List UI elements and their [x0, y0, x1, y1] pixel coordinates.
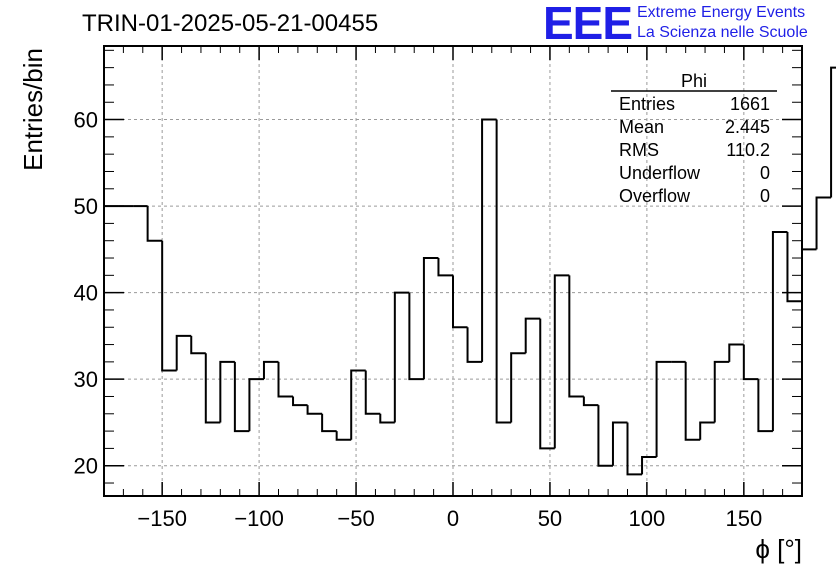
y-tick-label: 50 [74, 194, 98, 219]
histogram-bin [757, 379, 773, 433]
histogram-bin [393, 291, 410, 423]
x-tick-label: 150 [725, 506, 762, 531]
stats-row-label: Underflow [619, 163, 701, 183]
logo-letters: EEE [543, 0, 633, 49]
histogram-bin [161, 240, 177, 372]
histogram-bin [306, 405, 323, 415]
logo-line2: La Scienza nelle Scuole [637, 24, 808, 41]
histogram-bin [786, 232, 802, 303]
histogram-bin [742, 344, 759, 381]
histogram-bin [611, 421, 628, 466]
stats-row-value: 0 [760, 163, 770, 183]
x-tick-label: 0 [447, 506, 459, 531]
histogram-bin [204, 353, 221, 424]
histogram-bin [582, 396, 599, 407]
histogram-bin [801, 248, 817, 302]
histogram-bin [510, 352, 526, 423]
stats-row-value: 1661 [730, 94, 770, 114]
histogram-bin [713, 360, 730, 423]
y-tick-label: 30 [74, 367, 98, 392]
histogram-bin [437, 258, 453, 277]
histogram-bin [466, 327, 483, 363]
plot-title: TRIN-01-2025-05-21-00455 [82, 10, 379, 37]
axis-ticks: −150 −100 −50 0 50 100 150 20 30 40 50 60 [74, 46, 802, 531]
histogram-bin [481, 118, 497, 362]
y-tick-label: 60 [74, 108, 98, 133]
stats-row-label: Mean [619, 117, 664, 137]
stats-box: Phi Entries 1661 Mean 2.445 RMS 110.2 Underflow… [611, 71, 777, 206]
x-tick-label: −100 [234, 506, 284, 531]
histogram-bin [219, 360, 235, 423]
stats-row-label: Overflow [619, 186, 691, 206]
stats-row-value: 110.2 [726, 140, 770, 160]
histogram-bin [248, 378, 264, 432]
histogram-bin [699, 421, 715, 440]
histogram-bin [321, 413, 337, 433]
histogram-bin [495, 119, 512, 424]
stats-title: Phi [681, 71, 707, 91]
histogram-bin [452, 275, 468, 329]
histogram-bin [233, 361, 250, 433]
stats-row-label: Entries [619, 94, 675, 114]
x-axis-label: ϕ [°] [755, 534, 802, 564]
histogram-bin [277, 361, 294, 398]
histogram-bin [146, 206, 163, 242]
x-tick-label: −50 [337, 506, 374, 531]
histogram-bin [684, 361, 701, 441]
histogram-bin [597, 405, 613, 467]
histogram-bin [350, 369, 366, 440]
y-tick-label: 40 [74, 281, 98, 306]
y-axis-label: Entries/bin [18, 48, 48, 171]
histogram-bin [524, 317, 541, 354]
stats-row-value: 0 [760, 186, 770, 206]
logo-line1: Extreme Energy Events [637, 4, 806, 21]
histogram-bin [262, 360, 279, 380]
histogram-bin [568, 275, 584, 398]
histogram-bin [728, 343, 744, 362]
histogram-bin [655, 360, 672, 458]
histogram-bin [626, 422, 643, 476]
stats-row-label: RMS [619, 140, 659, 160]
histogram-bin [422, 257, 439, 380]
histogram-bin [379, 413, 395, 424]
histogram-bin [815, 196, 832, 250]
histogram-bin [539, 318, 555, 450]
x-tick-label: 50 [538, 506, 562, 531]
histogram-bin [190, 335, 206, 355]
y-tick-label: 20 [74, 454, 98, 479]
histogram-bin [292, 396, 308, 407]
histogram-bars [104, 66, 836, 476]
plot-frame [103, 45, 803, 497]
histogram-bin [335, 431, 352, 441]
histogram-bin [175, 334, 192, 371]
histogram-bin [830, 66, 836, 198]
x-tick-label: 100 [629, 506, 666, 531]
histogram-bin [553, 274, 570, 449]
histogram-bin [641, 456, 657, 475]
histogram-bin [364, 370, 381, 415]
histogram-bin [771, 231, 788, 432]
grid-lines [104, 46, 802, 496]
histogram-bin [408, 292, 424, 381]
x-tick-label: −150 [137, 506, 187, 531]
stats-row-value: 2.445 [725, 117, 770, 137]
